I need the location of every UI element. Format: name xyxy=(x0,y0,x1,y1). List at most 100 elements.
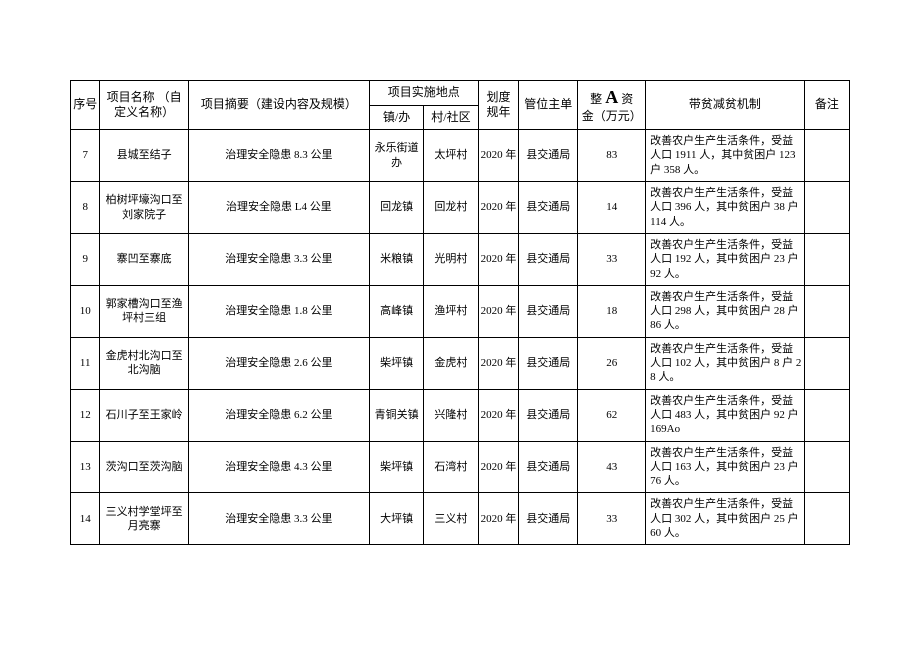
header-town: 镇/办 xyxy=(369,105,423,130)
cell-summary: 治理安全隐患 3.3 公里 xyxy=(188,493,369,545)
cell-year: 2020 年 xyxy=(478,233,519,285)
cell-name: 石川子至王家岭 xyxy=(100,389,188,441)
cell-town: 柴坪镇 xyxy=(369,441,423,493)
cell-summary: 治理安全隐患 2.6 公里 xyxy=(188,337,369,389)
cell-fund: 83 xyxy=(578,130,646,182)
cell-summary: 治理安全隐患 6.2 公里 xyxy=(188,389,369,441)
table-row: 14三义村学堂坪至月亮寨治理安全隐患 3.3 公里大坪镇三义村2020 年县交通… xyxy=(71,493,850,545)
header-village: 村/社区 xyxy=(424,105,478,130)
fund-suffix: 资 xyxy=(621,92,633,106)
cell-town: 米粮镇 xyxy=(369,233,423,285)
cell-village: 回龙村 xyxy=(424,182,478,234)
cell-seq: 14 xyxy=(71,493,100,545)
cell-town: 柴坪镇 xyxy=(369,337,423,389)
cell-unit: 县交通局 xyxy=(519,493,578,545)
cell-town: 永乐街道办 xyxy=(369,130,423,182)
cell-year: 2020 年 xyxy=(478,130,519,182)
cell-fund: 33 xyxy=(578,493,646,545)
cell-year: 2020 年 xyxy=(478,285,519,337)
project-table: 序号 项目名称 （自定义名称） 项目摘要（建设内容及规模） 项目实施地点 划度规… xyxy=(70,80,850,545)
cell-village: 渔坪村 xyxy=(424,285,478,337)
cell-year: 2020 年 xyxy=(478,441,519,493)
cell-remark xyxy=(804,182,849,234)
table-row: 13茨沟口至茨沟脑治理安全隐患 4.3 公里柴坪镇石湾村2020 年县交通局43… xyxy=(71,441,850,493)
cell-seq: 11 xyxy=(71,337,100,389)
cell-remark xyxy=(804,337,849,389)
cell-remark xyxy=(804,441,849,493)
cell-mechanism: 改善农户生产生活条件，受益人口 163 人，其中贫困户 23 户 76 人。 xyxy=(646,441,805,493)
header-location-group: 项目实施地点 xyxy=(369,81,478,106)
cell-name: 金虎村北沟口至北沟脑 xyxy=(100,337,188,389)
cell-remark xyxy=(804,285,849,337)
cell-seq: 10 xyxy=(71,285,100,337)
table-body: 7县城至结子治理安全隐患 8.3 公里永乐街道办太坪村2020 年县交通局83改… xyxy=(71,130,850,545)
cell-unit: 县交通局 xyxy=(519,130,578,182)
cell-summary: 治理安全隐患 L4 公里 xyxy=(188,182,369,234)
cell-name: 茨沟口至茨沟脑 xyxy=(100,441,188,493)
fund-prefix: 整 xyxy=(590,92,602,106)
table-row: 8柏树坪壕沟口至刘家院子治理安全隐患 L4 公里回龙镇回龙村2020 年县交通局… xyxy=(71,182,850,234)
cell-name: 县城至结子 xyxy=(100,130,188,182)
table-row: 9寨凹至寨底治理安全隐患 3.3 公里米粮镇光明村2020 年县交通局33改善农… xyxy=(71,233,850,285)
cell-summary: 治理安全隐患 1.8 公里 xyxy=(188,285,369,337)
header-mechanism: 带贫减贫机制 xyxy=(646,81,805,130)
cell-summary: 治理安全隐患 4.3 公里 xyxy=(188,441,369,493)
cell-village: 太坪村 xyxy=(424,130,478,182)
document-page: 序号 项目名称 （自定义名称） 项目摘要（建设内容及规模） 项目实施地点 划度规… xyxy=(0,0,920,651)
cell-town: 回龙镇 xyxy=(369,182,423,234)
fund-line2: 金（万元） xyxy=(582,109,642,123)
cell-seq: 9 xyxy=(71,233,100,285)
header-remark: 备注 xyxy=(804,81,849,130)
cell-unit: 县交通局 xyxy=(519,182,578,234)
cell-mechanism: 改善农户生产生活条件，受益人口 102 人，其中贫困户 8 户 28 人。 xyxy=(646,337,805,389)
cell-seq: 8 xyxy=(71,182,100,234)
cell-town: 高峰镇 xyxy=(369,285,423,337)
cell-village: 三义村 xyxy=(424,493,478,545)
cell-remark xyxy=(804,493,849,545)
cell-village: 金虎村 xyxy=(424,337,478,389)
cell-name: 三义村学堂坪至月亮寨 xyxy=(100,493,188,545)
cell-mechanism: 改善农户生产生活条件，受益人口 192 人，其中贫困户 23 户 92 人。 xyxy=(646,233,805,285)
cell-village: 光明村 xyxy=(424,233,478,285)
header-name: 项目名称 （自定义名称） xyxy=(100,81,188,130)
cell-town: 青铜关镇 xyxy=(369,389,423,441)
cell-seq: 7 xyxy=(71,130,100,182)
cell-village: 兴隆村 xyxy=(424,389,478,441)
fund-mid: A xyxy=(605,87,618,107)
cell-fund: 33 xyxy=(578,233,646,285)
cell-name: 郭家槽沟口至渔坪村三组 xyxy=(100,285,188,337)
header-seq: 序号 xyxy=(71,81,100,130)
cell-mechanism: 改善农户生产生活条件，受益人口 483 人，其中贫困户 92 户 169Ao xyxy=(646,389,805,441)
table-row: 12石川子至王家岭治理安全隐患 6.2 公里青铜关镇兴隆村2020 年县交通局6… xyxy=(71,389,850,441)
cell-year: 2020 年 xyxy=(478,182,519,234)
cell-name: 寨凹至寨底 xyxy=(100,233,188,285)
cell-fund: 43 xyxy=(578,441,646,493)
cell-remark xyxy=(804,130,849,182)
cell-mechanism: 改善农户生产生活条件，受益人口 1911 人，其中贫困户 123 户 358 人… xyxy=(646,130,805,182)
cell-seq: 12 xyxy=(71,389,100,441)
cell-fund: 18 xyxy=(578,285,646,337)
cell-unit: 县交通局 xyxy=(519,233,578,285)
cell-mechanism: 改善农户生产生活条件，受益人口 302 人，其中贫困户 25 户 60 人。 xyxy=(646,493,805,545)
cell-village: 石湾村 xyxy=(424,441,478,493)
header-year: 划度规年 xyxy=(478,81,519,130)
cell-seq: 13 xyxy=(71,441,100,493)
header-summary: 项目摘要（建设内容及规模） xyxy=(188,81,369,130)
cell-unit: 县交通局 xyxy=(519,389,578,441)
cell-mechanism: 改善农户生产生活条件，受益人口 396 人，其中贫困户 38 户 114 人。 xyxy=(646,182,805,234)
table-row: 11金虎村北沟口至北沟脑治理安全隐患 2.6 公里柴坪镇金虎村2020 年县交通… xyxy=(71,337,850,389)
cell-remark xyxy=(804,233,849,285)
table-row: 7县城至结子治理安全隐患 8.3 公里永乐街道办太坪村2020 年县交通局83改… xyxy=(71,130,850,182)
cell-name: 柏树坪壕沟口至刘家院子 xyxy=(100,182,188,234)
header-row-1: 序号 项目名称 （自定义名称） 项目摘要（建设内容及规模） 项目实施地点 划度规… xyxy=(71,81,850,106)
cell-year: 2020 年 xyxy=(478,389,519,441)
header-unit: 管位主单 xyxy=(519,81,578,130)
cell-fund: 26 xyxy=(578,337,646,389)
table-header: 序号 项目名称 （自定义名称） 项目摘要（建设内容及规模） 项目实施地点 划度规… xyxy=(71,81,850,130)
cell-town: 大坪镇 xyxy=(369,493,423,545)
table-row: 10郭家槽沟口至渔坪村三组治理安全隐患 1.8 公里高峰镇渔坪村2020 年县交… xyxy=(71,285,850,337)
cell-unit: 县交通局 xyxy=(519,441,578,493)
cell-unit: 县交通局 xyxy=(519,337,578,389)
cell-summary: 治理安全隐患 3.3 公里 xyxy=(188,233,369,285)
cell-fund: 62 xyxy=(578,389,646,441)
